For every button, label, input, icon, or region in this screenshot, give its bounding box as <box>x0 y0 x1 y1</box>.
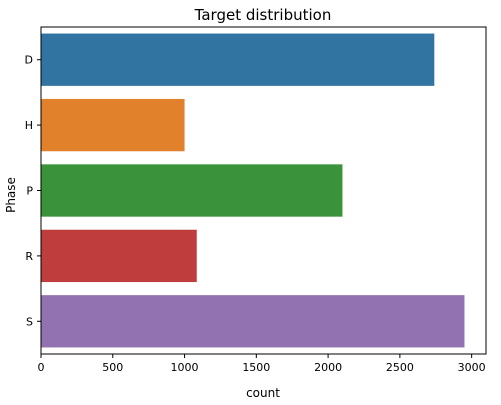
x-tick-label: 1000 <box>171 361 199 374</box>
bar-S <box>41 295 465 348</box>
x-axis-ticks: 0 500 1000 1500 2000 2500 3000 <box>38 354 486 374</box>
bar-D <box>41 33 435 86</box>
x-tick-label: 2500 <box>386 361 414 374</box>
y-tick-label: R <box>25 250 33 263</box>
chart-title: Target distribution <box>194 6 332 24</box>
bar-R <box>41 229 197 283</box>
x-tick-label: 500 <box>102 361 123 374</box>
bar-P <box>41 164 343 217</box>
x-tick-label: 0 <box>38 361 45 374</box>
y-tick-label: D <box>25 54 33 67</box>
y-axis-ticks: D H P R S <box>25 54 41 328</box>
x-tick-label: 1500 <box>242 361 270 374</box>
x-tick-label: 3000 <box>458 361 486 374</box>
x-tick-label: 2000 <box>314 361 342 374</box>
plot-frame <box>40 26 487 355</box>
y-axis-label: Phase <box>4 177 18 213</box>
y-tick-label: H <box>25 119 33 132</box>
bar-H <box>41 98 185 152</box>
x-axis-label: count <box>246 386 280 400</box>
bars-group <box>41 33 465 348</box>
y-tick-label: S <box>26 315 33 328</box>
y-tick-label: P <box>26 185 33 198</box>
